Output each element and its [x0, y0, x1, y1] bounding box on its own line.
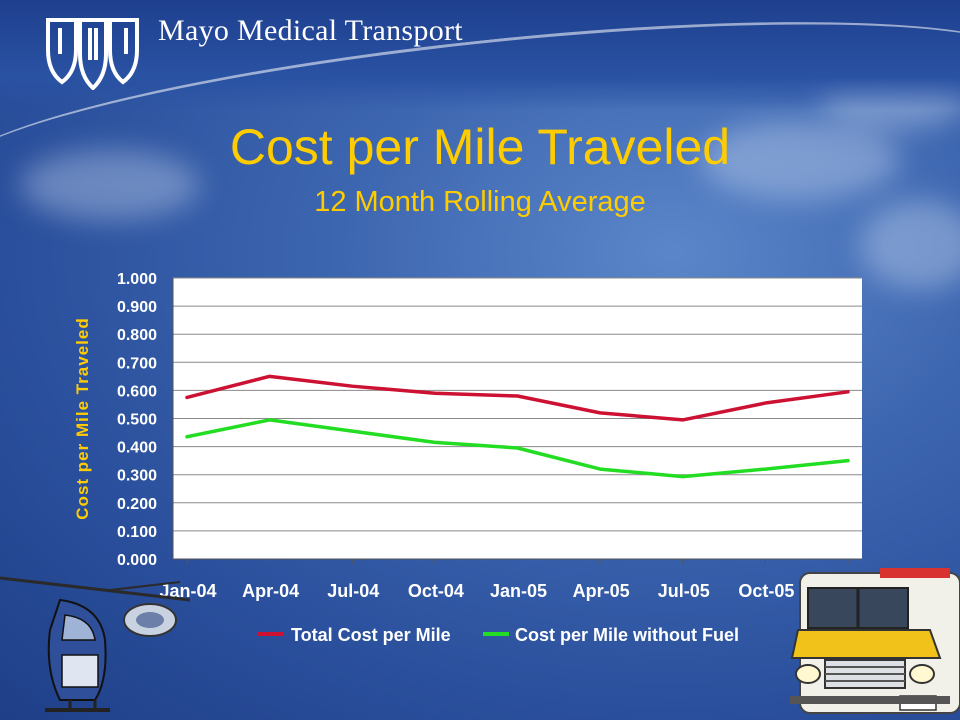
- y-tick-label: 0.400: [117, 440, 157, 457]
- series-line-1: [185, 374, 850, 422]
- y-tick-label: 0.600: [117, 383, 157, 400]
- y-tick-label: 0.500: [117, 412, 157, 429]
- header-band: [0, 0, 960, 110]
- ambulance-image: [790, 568, 960, 714]
- x-tick-label: Apr-05: [573, 581, 630, 601]
- y-tick-label: 0.900: [117, 299, 157, 316]
- y-tick-label: 0.700: [117, 355, 157, 372]
- page-title: Cost per Mile Traveled: [229, 119, 731, 175]
- helicopter-image: [0, 576, 190, 712]
- y-axis-label: Cost per Mile Traveled: [73, 317, 92, 519]
- y-tick-label: 1.000: [117, 271, 157, 288]
- y-tick-label: 0.100: [117, 524, 157, 541]
- x-tick-label: Jul-04: [327, 581, 379, 601]
- y-tick-label: 0.800: [117, 327, 157, 344]
- cloud-decoration: [860, 200, 960, 290]
- series-line-2: [185, 418, 850, 479]
- x-tick-label: Jan-05: [490, 581, 547, 601]
- page-subtitle: 12 Month Rolling Average: [314, 186, 646, 218]
- y-tick-label: 0.000: [117, 552, 157, 569]
- cloud-decoration: [20, 150, 200, 220]
- x-tick-label: Jan-04: [159, 581, 216, 601]
- mayo-shield-logo: [46, 18, 139, 90]
- x-tick-label: Oct-05: [738, 581, 794, 601]
- cloud-decoration: [700, 120, 900, 200]
- legend-label: Cost per Mile without Fuel: [515, 625, 739, 645]
- brand-name: Mayo Medical Transport: [158, 14, 463, 47]
- x-tick-label: Apr-04: [242, 581, 299, 601]
- legend-label: Total Cost per Mile: [291, 625, 451, 645]
- x-tick-label: Oct-04: [408, 581, 464, 601]
- y-tick-label: 0.300: [117, 468, 157, 485]
- y-tick-label: 0.200: [117, 496, 157, 513]
- x-tick-label: Jul-05: [658, 581, 710, 601]
